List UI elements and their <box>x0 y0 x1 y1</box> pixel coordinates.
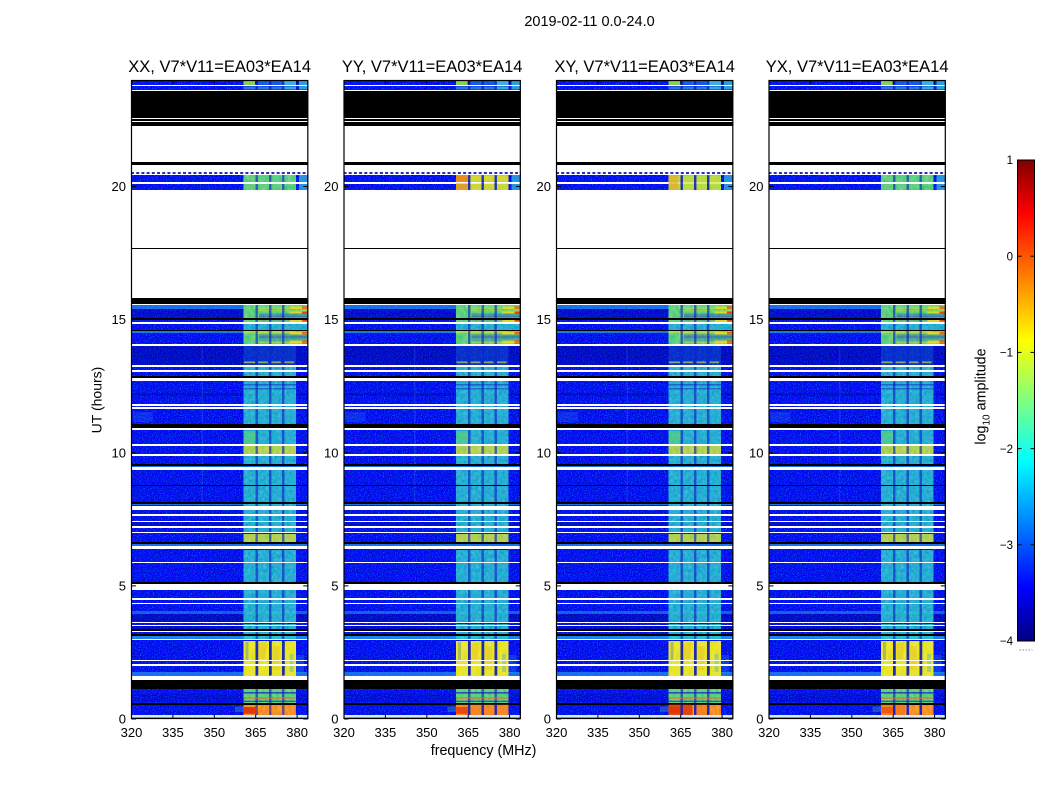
svg-text:0: 0 <box>119 712 126 727</box>
svg-text:5: 5 <box>756 578 763 593</box>
svg-text:5: 5 <box>544 578 551 593</box>
svg-text:15: 15 <box>749 312 763 327</box>
svg-text:−2: −2 <box>1000 444 1013 456</box>
svg-text:320: 320 <box>333 725 355 740</box>
svg-text:0: 0 <box>544 712 551 727</box>
svg-text:5: 5 <box>331 578 338 593</box>
svg-text:1: 1 <box>1007 155 1013 167</box>
svg-text:350: 350 <box>416 725 438 740</box>
svg-text:15: 15 <box>537 312 551 327</box>
svg-text:0: 0 <box>756 712 763 727</box>
svg-text:365: 365 <box>245 725 267 740</box>
svg-text:10: 10 <box>749 445 763 460</box>
svg-text:15: 15 <box>112 312 126 327</box>
svg-text:10: 10 <box>112 445 126 460</box>
svg-text:5: 5 <box>119 578 126 593</box>
svg-text:−1: −1 <box>1000 348 1013 360</box>
svg-text:0: 0 <box>331 712 338 727</box>
svg-text:2019-02-11 0.0-24.0: 2019-02-11 0.0-24.0 <box>524 14 654 30</box>
svg-text:320: 320 <box>758 725 780 740</box>
svg-text:XX, V7*V11=EA03*EA14: XX, V7*V11=EA03*EA14 <box>128 58 311 76</box>
svg-text:365: 365 <box>670 725 692 740</box>
svg-text:335: 335 <box>162 725 184 740</box>
svg-text:320: 320 <box>546 725 568 740</box>
svg-text:10: 10 <box>537 445 551 460</box>
svg-text:320: 320 <box>121 725 143 740</box>
svg-text:380: 380 <box>924 725 946 740</box>
svg-text:UT (hours): UT (hours) <box>89 367 105 434</box>
svg-text:365: 365 <box>457 725 479 740</box>
svg-text:20: 20 <box>112 179 126 194</box>
svg-text:XY, V7*V11=EA03*EA14: XY, V7*V11=EA03*EA14 <box>554 58 735 76</box>
svg-text:380: 380 <box>286 725 308 740</box>
svg-text:350: 350 <box>841 725 863 740</box>
svg-text:20: 20 <box>324 179 338 194</box>
svg-text:380: 380 <box>711 725 733 740</box>
svg-text:0: 0 <box>1007 251 1013 263</box>
svg-text:20: 20 <box>749 179 763 194</box>
svg-text:15: 15 <box>324 312 338 327</box>
svg-text:−3: −3 <box>1000 540 1013 552</box>
svg-text:335: 335 <box>587 725 609 740</box>
svg-text:335: 335 <box>800 725 822 740</box>
svg-text:10: 10 <box>324 445 338 460</box>
svg-text:365: 365 <box>882 725 904 740</box>
svg-text:350: 350 <box>628 725 650 740</box>
svg-text:380: 380 <box>499 725 521 740</box>
svg-text:−4: −4 <box>1000 636 1014 648</box>
svg-text:20: 20 <box>537 179 551 194</box>
svg-text:frequency (MHz): frequency (MHz) <box>431 743 537 759</box>
svg-text:335: 335 <box>375 725 397 740</box>
svg-text:350: 350 <box>203 725 225 740</box>
svg-text:YX, V7*V11=EA03*EA14: YX, V7*V11=EA03*EA14 <box>766 58 949 76</box>
svg-text:log10 amplitude: log10 amplitude <box>974 348 993 444</box>
svg-text:YY, V7*V11=EA03*EA14: YY, V7*V11=EA03*EA14 <box>342 58 523 76</box>
